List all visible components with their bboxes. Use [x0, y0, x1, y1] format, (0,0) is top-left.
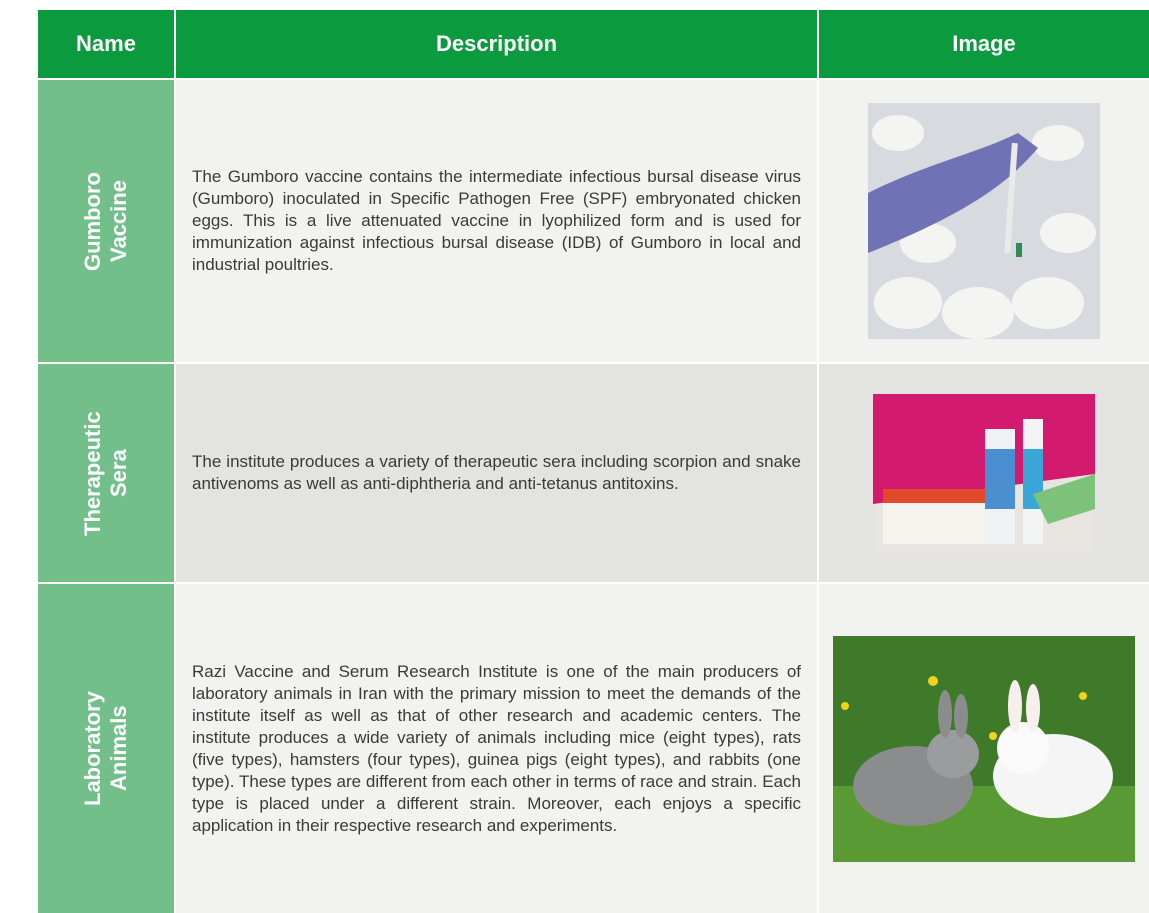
row-name: Therapeutic Sera: [80, 410, 131, 536]
header-name: Name: [38, 10, 174, 78]
row-description: The institute produces a variety of ther…: [176, 364, 817, 582]
header-description: Description: [176, 10, 817, 78]
description-text: The institute produces a variety of ther…: [192, 452, 801, 493]
row-name-cell: Therapeutic Sera: [38, 364, 174, 582]
photo-sera: [873, 394, 1095, 552]
description-text: The Gumboro vaccine contains the interme…: [192, 167, 801, 274]
image-cell: [819, 584, 1149, 913]
row-name-cell: Gumboro Vaccine: [38, 80, 174, 362]
header-image: Image: [819, 10, 1149, 78]
row-description: The Gumboro vaccine contains the interme…: [176, 80, 817, 362]
row-name: Gumboro Vaccine: [80, 171, 131, 271]
row-name-cell: Laboratory Animals: [38, 584, 174, 913]
photo-vaccine: [868, 103, 1100, 339]
photo-rabbits: [833, 635, 1135, 862]
image-cell: [819, 364, 1149, 582]
row-description: Razi Vaccine and Serum Research Institut…: [176, 584, 817, 913]
image-cell: [819, 80, 1149, 362]
row-name: Laboratory Animals: [80, 691, 131, 806]
description-text: Razi Vaccine and Serum Research Institut…: [192, 661, 801, 835]
